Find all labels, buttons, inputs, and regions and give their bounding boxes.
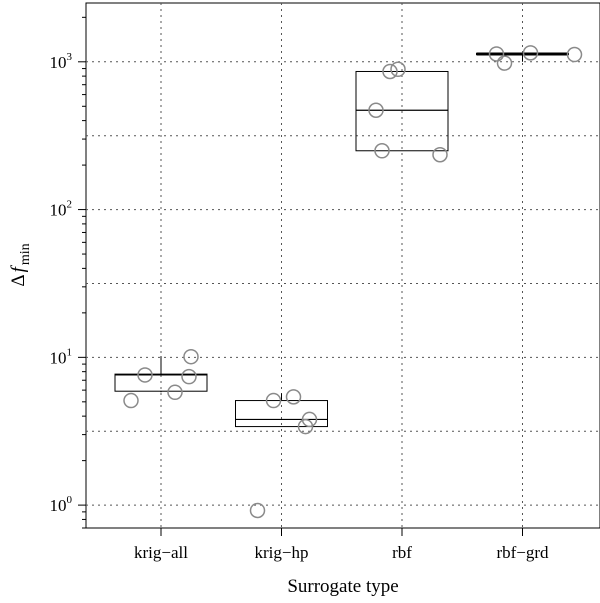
data-point bbox=[249, 502, 266, 519]
box-iqr bbox=[235, 400, 328, 428]
data-point bbox=[123, 392, 139, 409]
box-iqr bbox=[355, 70, 449, 152]
x-tick-label: rbf−grd bbox=[496, 543, 549, 562]
data-point bbox=[183, 348, 199, 365]
data-point bbox=[432, 146, 448, 163]
x-tick-label: krig−hp bbox=[255, 543, 309, 562]
data-point bbox=[382, 63, 398, 80]
axes-layer: 100 101 102 103 krig−all krig−hp rbf rbf−grd bbox=[50, 16, 549, 562]
grid-layer bbox=[86, 3, 600, 528]
y-axis-label-sub: min bbox=[18, 243, 33, 265]
data-point bbox=[374, 143, 390, 159]
data-point bbox=[566, 46, 583, 63]
y-tick-label: 100 bbox=[50, 494, 73, 515]
y-tick-label: 102 bbox=[50, 199, 73, 220]
svg-text:Δfmin: Δfmin bbox=[8, 243, 33, 286]
y-axis-label-f: f bbox=[8, 264, 29, 272]
y-axis-label-delta: Δ bbox=[8, 274, 29, 286]
y-tick-label: 103 bbox=[50, 51, 73, 72]
data-point bbox=[265, 392, 282, 409]
plot-area bbox=[85, 2, 600, 529]
data-point bbox=[285, 389, 302, 405]
data-point bbox=[301, 411, 318, 428]
x-tick-label: krig−all bbox=[134, 543, 188, 562]
boxes-layer bbox=[114, 52, 569, 428]
box-iqr bbox=[114, 373, 208, 392]
points-layer bbox=[123, 45, 583, 519]
x-axis-label: Surrogate type bbox=[287, 576, 398, 597]
data-point bbox=[496, 55, 513, 71]
data-point bbox=[522, 45, 539, 61]
data-point bbox=[181, 368, 197, 385]
data-point bbox=[390, 61, 406, 78]
y-tick-label: 101 bbox=[50, 346, 73, 367]
data-point bbox=[137, 367, 153, 383]
data-point bbox=[488, 46, 505, 62]
data-point bbox=[368, 102, 384, 119]
data-point bbox=[167, 384, 183, 401]
x-tick-label: rbf bbox=[392, 543, 412, 562]
y-axis-label: Δfmin bbox=[8, 243, 33, 286]
